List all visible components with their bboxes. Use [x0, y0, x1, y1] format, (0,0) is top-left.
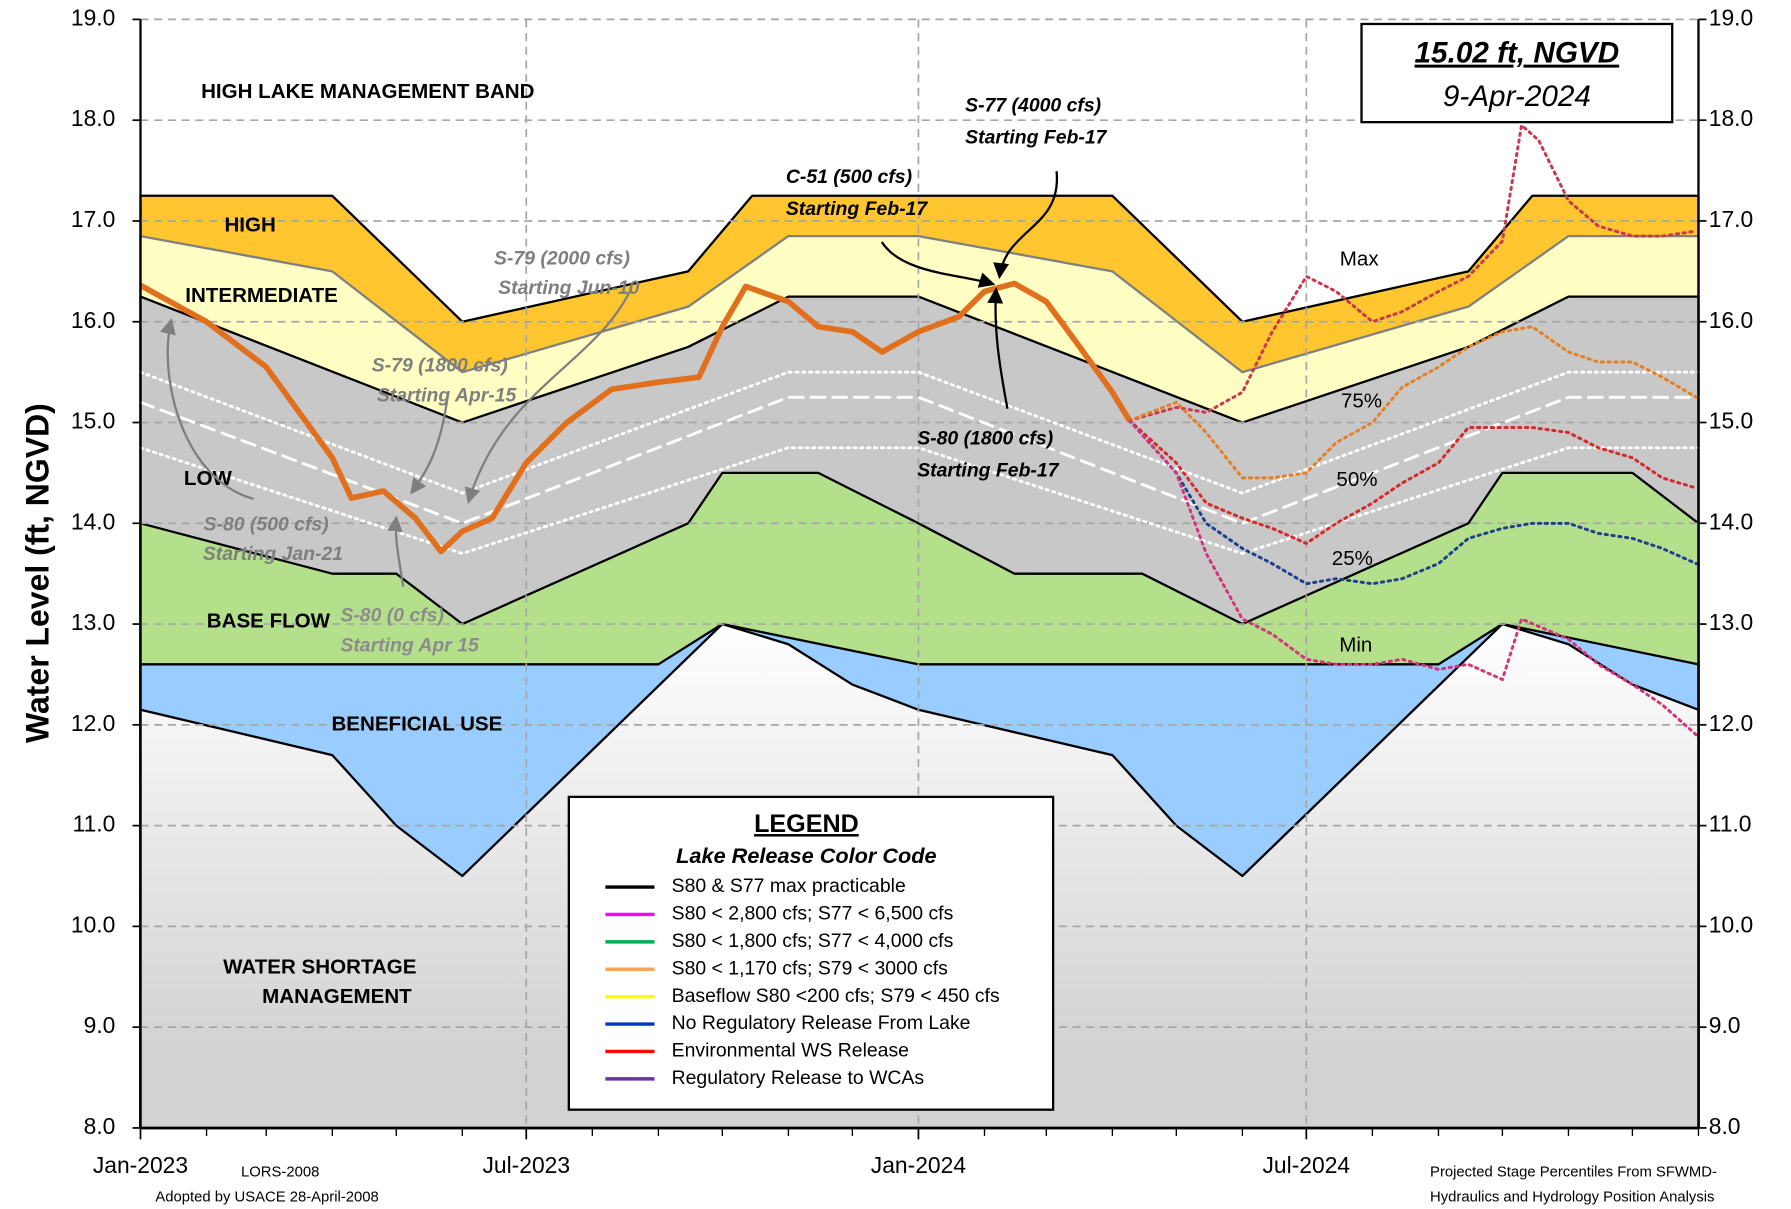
- y-tick-label: 8.0: [84, 1113, 116, 1139]
- annotation: Starting Feb-17: [917, 460, 1059, 482]
- legend-title: LEGEND: [754, 810, 859, 838]
- annotation: S-77 (4000 cfs): [965, 94, 1101, 116]
- note: Projected Stage Percentiles From SFWMD-: [1430, 1164, 1717, 1180]
- projection-line: [1127, 418, 1698, 737]
- annotation: C-51 (500 cfs): [786, 166, 912, 188]
- percentile-label: 75%: [1341, 389, 1382, 412]
- arrow: [993, 171, 1058, 280]
- annotation: Starting Apr-15: [377, 384, 518, 406]
- legend-label: Baseflow S80 <200 cfs; S79 < 450 cfs: [672, 985, 1000, 1007]
- projection-line: [1127, 122, 1698, 422]
- arrow: [987, 287, 1009, 409]
- zone-label: MANAGEMENT: [262, 985, 412, 1008]
- sub-band-line: [139, 446, 1700, 555]
- y-tick-label: 12.0: [71, 710, 115, 736]
- arrow: [464, 289, 632, 504]
- legend-label: S80 < 1,800 cfs; S77 < 4,000 cfs: [672, 930, 954, 952]
- stage-date: 9-Apr-2024: [1443, 80, 1591, 113]
- y-tick-label: 13.0: [71, 609, 115, 635]
- y-tick-label: 19.0: [71, 4, 115, 30]
- y2-tick-label: 8.0: [1709, 1113, 1741, 1139]
- y2-tick-label: 9.0: [1709, 1012, 1741, 1038]
- percentile-label: 50%: [1336, 468, 1377, 491]
- y-tick-label: 9.0: [84, 1012, 116, 1038]
- annotation: Starting Apr 15: [340, 634, 480, 656]
- zone-label: LOW: [184, 467, 233, 490]
- annotation: Starting Jun-10: [498, 277, 639, 299]
- legend-label: Environmental WS Release: [672, 1040, 909, 1062]
- legend-label: S80 < 1,170 cfs; S79 < 3000 cfs: [672, 957, 948, 979]
- annotation: Starting Jan-21: [203, 543, 343, 565]
- note: LORS-2008: [241, 1164, 319, 1180]
- y-tick-label: 15.0: [71, 408, 115, 434]
- y-tick-label: 14.0: [71, 508, 115, 534]
- arrow: [410, 395, 449, 495]
- legend-label: S80 & S77 max practicable: [672, 875, 906, 897]
- x-tick-label: Jan-2024: [871, 1152, 967, 1178]
- y-tick-label: 16.0: [71, 307, 115, 333]
- zone-label: INTERMEDIATE: [185, 284, 338, 307]
- zone-label: BASE FLOW: [207, 610, 331, 633]
- legend-label: Regulatory Release to WCAs: [672, 1067, 924, 1089]
- annotation: S-80 (500 cfs): [204, 513, 329, 535]
- percentile-label: Min: [1339, 634, 1372, 657]
- y-tick-label: 11.0: [73, 811, 116, 837]
- annotation: S-80 (1800 cfs): [917, 428, 1053, 450]
- projection-line: [1127, 325, 1698, 480]
- stage-box: [1360, 22, 1674, 124]
- zone-label: BENEFICIAL USE: [331, 712, 502, 735]
- legend-label: S80 < 2,800 cfs; S77 < 6,500 cfs: [672, 903, 954, 925]
- annotation: S-79 (1800 cfs): [372, 355, 508, 377]
- y2-tick-label: 15.0: [1709, 408, 1753, 434]
- arrows: [160, 171, 1058, 587]
- y-tick-label: 17.0: [71, 206, 115, 232]
- zone-label: WATER SHORTAGE: [223, 956, 416, 979]
- y2-tick-label: 19.0: [1709, 4, 1753, 30]
- y2-tick-label: 10.0: [1709, 911, 1753, 937]
- sub-band-line: [139, 370, 1700, 495]
- y2-tick-label: 12.0: [1709, 710, 1753, 736]
- y-tick-label: 18.0: [71, 105, 115, 131]
- stage-value: 15.02 ft, NGVD: [1415, 37, 1620, 70]
- y2-tick-label: 13.0: [1709, 609, 1753, 635]
- y-axis-title: Water Level (ft, NGVD): [19, 403, 55, 743]
- projection-line: [1127, 418, 1698, 586]
- y2-tick-label: 16.0: [1709, 307, 1753, 333]
- legend-box: [567, 795, 1055, 1111]
- annotation: Starting Feb-17: [965, 126, 1107, 148]
- y2-tick-label: 17.0: [1709, 206, 1753, 232]
- note: Hydraulics and Hydrology Position Analys…: [1430, 1190, 1714, 1206]
- x-tick-label: Jul-2023: [482, 1152, 570, 1178]
- band-label: HIGH LAKE MANAGEMENT BAND: [201, 80, 534, 103]
- zone-label: HIGH: [224, 213, 275, 236]
- annotation: S-80 (0 cfs): [340, 605, 444, 627]
- percentile-label: Max: [1340, 248, 1380, 271]
- legend-label: No Regulatory Release From Lake: [672, 1012, 971, 1034]
- arrow: [386, 515, 405, 587]
- percentile-label: 25%: [1332, 547, 1373, 570]
- arrow: [160, 318, 254, 500]
- note: Adopted by USACE 28-April-2008: [155, 1190, 378, 1206]
- legend-subtitle: Lake Release Color Code: [676, 843, 936, 868]
- projection-line: [1127, 418, 1698, 546]
- y2-tick-label: 11.0: [1709, 811, 1752, 837]
- sub-band-line: [139, 395, 1700, 525]
- y2-tick-label: 18.0: [1709, 105, 1753, 131]
- arrow: [880, 241, 996, 288]
- x-tick-label: Jan-2023: [93, 1152, 188, 1178]
- y-tick-label: 10.0: [71, 911, 115, 937]
- annotation: S-79 (2000 cfs): [494, 247, 630, 269]
- x-tick-label: Jul-2024: [1263, 1152, 1351, 1178]
- y2-tick-label: 14.0: [1709, 508, 1753, 534]
- overlay: 8.0 9.0 10.0 11.0 12.0 13.0 14.0 15.0 16.0 17.0 18…: [19, 4, 1753, 1205]
- annotation: Starting Feb-17: [786, 198, 928, 220]
